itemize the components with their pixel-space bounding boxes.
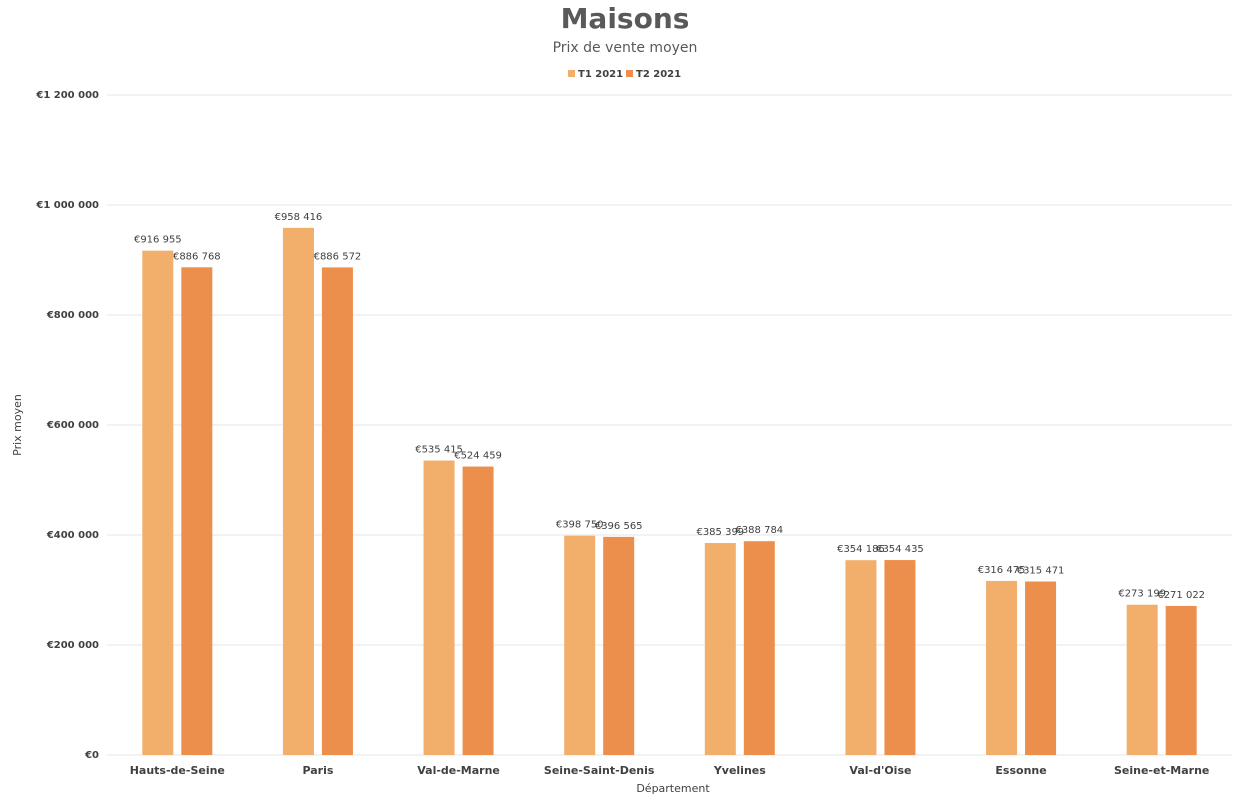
value-label: €271 022 — [1157, 590, 1205, 601]
bar — [282, 227, 314, 755]
legend-label: T2 2021 — [636, 69, 681, 80]
value-label: €886 768 — [173, 251, 221, 262]
x-tick-label: Seine-Saint-Denis — [544, 764, 655, 777]
y-tick-label: €1 000 000 — [35, 200, 99, 211]
bar — [1025, 581, 1057, 755]
value-label: €388 784 — [735, 525, 783, 536]
y-axis-label: Prix moyen — [11, 394, 24, 456]
value-label: €316 475 — [978, 565, 1026, 576]
chart-title: Maisons — [561, 2, 690, 35]
bar — [564, 535, 596, 755]
value-label: €958 416 — [275, 212, 323, 223]
y-tick-label: €1 200 000 — [35, 90, 99, 101]
y-tick-label: €400 000 — [46, 530, 99, 541]
legend-swatch — [568, 70, 575, 77]
value-label: €886 572 — [314, 251, 362, 262]
value-label: €315 471 — [1017, 565, 1065, 576]
bar — [1165, 605, 1197, 755]
bar — [181, 267, 213, 755]
value-label: €916 955 — [134, 235, 182, 246]
y-tick-label: €0 — [84, 750, 99, 761]
bar — [743, 541, 775, 755]
bar — [142, 250, 174, 755]
bar — [423, 460, 455, 755]
x-tick-label: Yvelines — [713, 764, 766, 777]
value-label: €535 415 — [415, 445, 463, 456]
bar — [321, 267, 353, 755]
value-label: €398 750 — [556, 520, 604, 531]
value-label: €354 435 — [876, 544, 924, 555]
y-tick-label: €600 000 — [46, 420, 99, 431]
value-label: €273 199 — [1118, 589, 1166, 600]
bar — [845, 560, 877, 755]
x-tick-label: Val-de-Marne — [417, 764, 500, 777]
value-label: €354 186 — [837, 544, 885, 555]
y-tick-label: €200 000 — [46, 640, 99, 651]
y-tick-label: €800 000 — [46, 310, 99, 321]
bar — [884, 560, 916, 755]
bar — [704, 543, 736, 755]
bar — [1126, 604, 1158, 755]
bar — [603, 536, 635, 755]
value-label: €385 399 — [696, 527, 744, 538]
legend-label: T1 2021 — [578, 69, 623, 80]
x-tick-label: Hauts-de-Seine — [130, 764, 225, 777]
x-axis-label: Département — [636, 782, 710, 795]
bar — [986, 580, 1018, 755]
x-tick-label: Seine-et-Marne — [1114, 764, 1209, 777]
x-tick-label: Val-d'Oise — [849, 764, 911, 777]
x-tick-label: Essonne — [995, 764, 1046, 777]
legend-swatch — [626, 70, 633, 77]
value-label: €524 459 — [454, 451, 502, 462]
bar — [462, 466, 494, 755]
value-label: €396 565 — [595, 521, 643, 532]
chart-subtitle: Prix de vente moyen — [553, 40, 698, 56]
x-tick-label: Paris — [302, 764, 333, 777]
